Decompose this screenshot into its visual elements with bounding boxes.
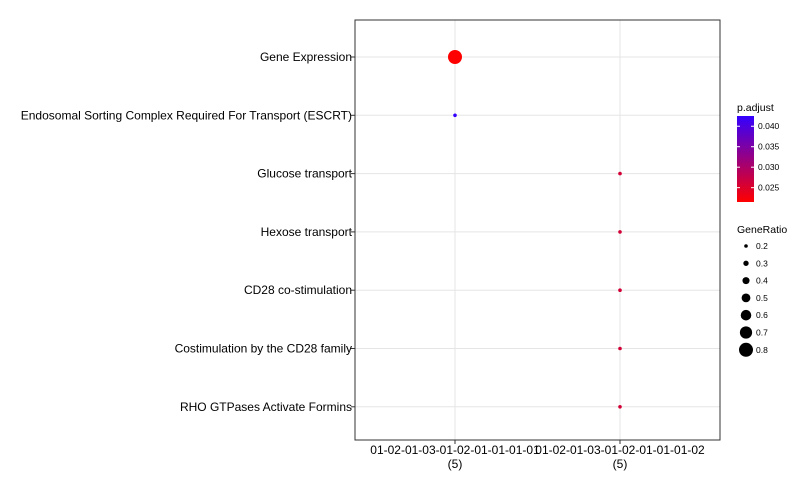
x-tick-label: 01-02-01-03-01-02-01-01-01-01 (370, 443, 540, 457)
gene-ratio-legend-label: 0.4 (756, 276, 768, 286)
y-tick-label: CD28 co-stimulation (244, 283, 352, 297)
y-tick-label: Costimulation by the CD28 family (175, 342, 352, 356)
data-point (618, 346, 622, 351)
y-tick-label: Endosomal Sorting Complex Required For T… (21, 108, 352, 122)
plot-panel (354, 19, 721, 441)
gene-ratio-legend-label: 0.6 (756, 310, 768, 320)
data-point (618, 171, 622, 176)
gene-ratio-legend-label: 0.8 (756, 345, 768, 355)
p-adjust-colorbar (737, 116, 754, 202)
p-adjust-legend: p.adjust 0.025 0.030 0.035 0.040 (737, 102, 780, 202)
colorbar-tick-label: 0.025 (758, 183, 780, 193)
gene-ratio-legend-key (740, 309, 752, 321)
p-adjust-legend-title: p.adjust (737, 102, 774, 114)
gene-ratio-legend-key (744, 244, 748, 248)
data-point (618, 288, 622, 293)
data-point (618, 230, 622, 234)
y-tick-label: Hexose transport (261, 225, 353, 239)
x-tick-label: 01-02-01-03-01-02-01-01-01-02 (535, 443, 705, 457)
data-point (453, 113, 457, 118)
gene-ratio-legend-title: GeneRatio (737, 224, 787, 236)
x-axis-labels: 01-02-01-03-01-02-01-01-01-01(5)01-02-01… (370, 440, 705, 471)
x-tick-count-label: (5) (448, 457, 463, 471)
gene-ratio-legend-label: 0.3 (756, 258, 768, 268)
data-points (448, 50, 622, 409)
gene-ratio-legend-key (743, 260, 749, 266)
y-tick-label: Gene Expression (260, 50, 352, 64)
gene-ratio-legend-key (739, 326, 753, 339)
colorbar-tick-label: 0.030 (758, 162, 780, 172)
gene-ratio-legend-key (741, 293, 751, 303)
gene-ratio-legend-label: 0.5 (756, 293, 768, 303)
gene-ratio-legend: GeneRatio 0.2 0.3 0.4 0.5 0.6 0.7 0.8 (737, 224, 787, 357)
data-point (618, 405, 622, 409)
data-point (448, 50, 462, 64)
colorbar-tick-label: 0.040 (758, 121, 780, 131)
colorbar-tick-label: 0.035 (758, 142, 780, 152)
y-tick-label: Glucose transport (257, 167, 352, 181)
gene-ratio-legend-key (742, 277, 750, 285)
y-tick-label: RHO GTPases Activate Formins (180, 400, 352, 414)
grid-lines (355, 20, 720, 440)
y-axis-labels: Gene Expression Endosomal Sorting Complex… (21, 50, 355, 414)
gene-ratio-legend-key (739, 342, 753, 357)
gene-ratio-legend-label: 0.7 (756, 328, 768, 338)
x-tick-count-label: (5) (613, 457, 628, 471)
gene-ratio-legend-label: 0.2 (756, 241, 768, 251)
